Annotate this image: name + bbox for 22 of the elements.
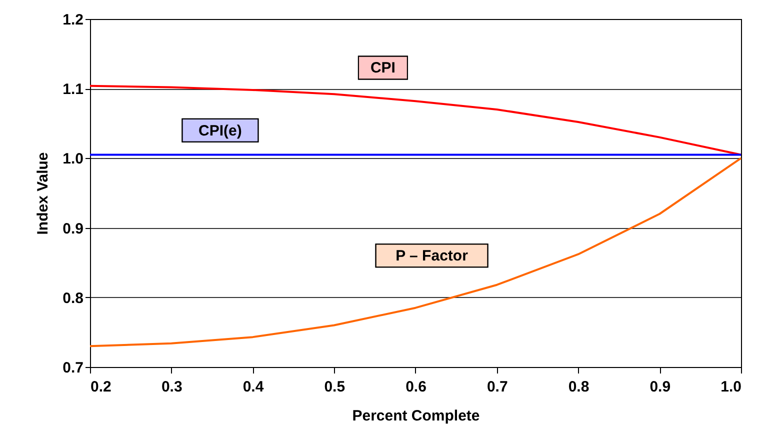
x-axis-title: Percent Complete <box>352 408 480 424</box>
x-tick-label: 1.0 <box>720 378 742 396</box>
x-tick-label: 0.4 <box>242 378 264 396</box>
x-tick-label: 0.9 <box>650 378 671 396</box>
line-series <box>89 157 742 348</box>
y-tick-label: 1.0 <box>62 150 84 168</box>
y-tick-label: 0.7 <box>62 360 84 376</box>
series-label: P – Factor <box>396 248 468 265</box>
x-tick-label: 0.6 <box>406 378 426 396</box>
x-tick-label: 0.2 <box>90 378 112 396</box>
x-tick-label: 0.8 <box>568 378 590 396</box>
series-label: CPI(e) <box>198 122 242 140</box>
x-tick-label: 0.5 <box>324 378 346 396</box>
x-tick-label: 0.7 <box>486 378 508 396</box>
y-axis-title: Index Value <box>34 152 52 235</box>
series-label: CPI <box>370 60 396 77</box>
y-tick-label: 0.8 <box>62 290 84 307</box>
y-tick-label: 1.2 <box>62 12 84 28</box>
y-tick-label: 0.9 <box>62 220 84 238</box>
x-tick-label: 0.3 <box>161 378 182 396</box>
line-series <box>89 84 742 156</box>
y-tick-label: 1.1 <box>62 81 84 98</box>
